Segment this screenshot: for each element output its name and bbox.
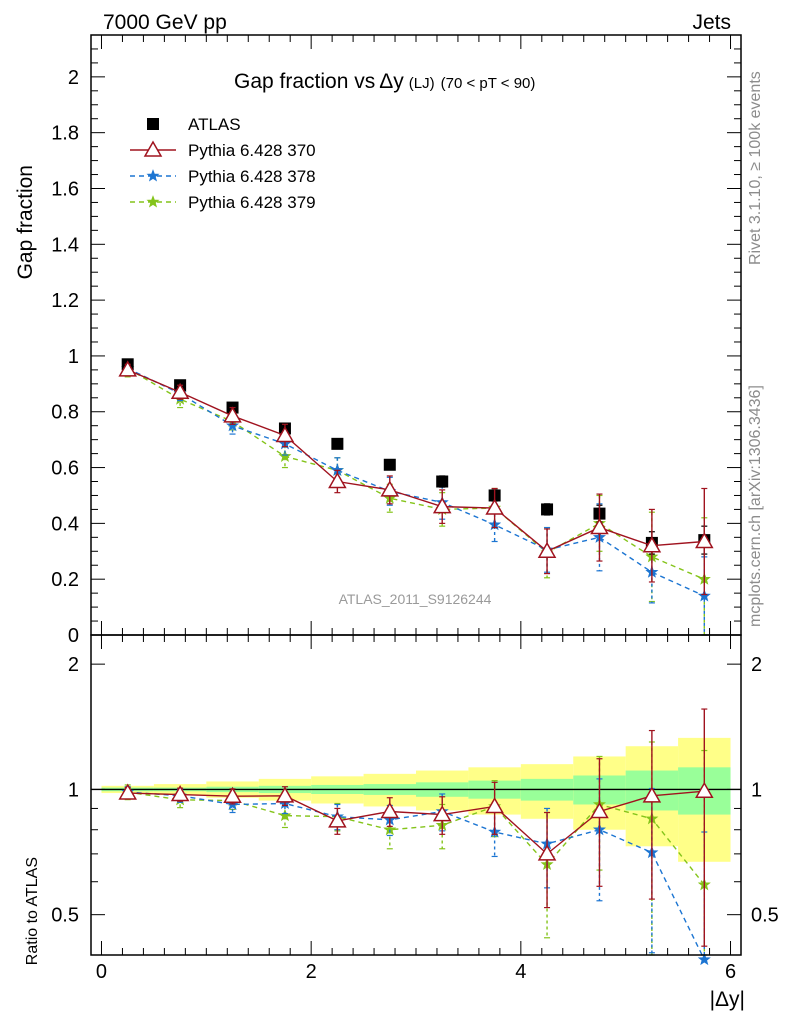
axes: 0 2 4 6 0 0.2 0.4 0.6 0.8 1 1.2 1.4 1.6 1.8 2 0.5 0.5 1 1 2…: [51, 34, 779, 983]
upper-point-atlas: [436, 475, 449, 488]
legend-marker-p370: [143, 140, 163, 157]
lower-point-p370: [170, 785, 190, 802]
lower-line-p378: [127, 791, 705, 960]
x-tick-label: 4: [515, 961, 526, 983]
legend-marker-p378: [146, 169, 160, 182]
legend-marker-atlas: [147, 118, 159, 130]
legend-label-p378: Pythia 6.428 378: [188, 167, 316, 186]
upper-y-tick-label: 1.6: [51, 178, 79, 200]
legend-marker-p379: [146, 195, 160, 208]
legend-label-p379: Pythia 6.428 379: [188, 193, 316, 212]
upper-point-p370: [537, 541, 557, 559]
upper-point-atlas: [541, 503, 554, 516]
upper-point-p370: [642, 536, 662, 553]
lower-point-p379: [278, 808, 292, 822]
upper-y-tick-label: 1.8: [51, 123, 79, 145]
jets-label: Jets: [692, 11, 731, 34]
lower-line-p370: [127, 790, 705, 855]
upper-point-p378: [226, 418, 240, 432]
upper-line-p370: [127, 369, 705, 553]
upper-point-p370: [695, 531, 714, 549]
legend-label-p370: Pythia 6.428 370: [188, 141, 316, 160]
upper-point-p370: [485, 498, 504, 515]
upper-point-p370: [328, 471, 347, 489]
upper-y-tick-label: 1: [68, 346, 79, 368]
lower-y-tick-label-left: 2: [68, 654, 79, 676]
mcplots-label: mcplots.cern.ch [arXiv:1306.3436]: [747, 385, 764, 627]
lower-y-tick-label-right: 1: [751, 779, 762, 801]
upper-y-axis-label: Gap fraction: [14, 165, 37, 279]
upper-y-tick-label: 2: [68, 67, 79, 89]
legend: ATLAS Pythia 6.428 370 Pythia 6.428 378 Pyt…: [130, 115, 316, 212]
x-tick-label: 0: [96, 961, 107, 983]
upper-line-p378: [127, 367, 705, 597]
lower-point-p370: [118, 783, 137, 800]
upper-y-tick-label: 1.4: [51, 234, 79, 256]
upper-y-tick-label: 0.6: [51, 458, 79, 480]
upper-y-tick-label: 0: [68, 625, 79, 647]
upper-point-p370: [118, 360, 137, 377]
plot-title: Gap fraction vs Δy (LJ) (70 < pT < 90): [234, 70, 535, 93]
lower-point-p370: [485, 796, 504, 814]
upper-point-p370: [275, 425, 295, 443]
upper-point-atlas: [331, 437, 344, 450]
collision-label: 7000 GeV pp: [103, 11, 227, 34]
upper-point-p370: [170, 382, 190, 399]
upper-y-tick-label: 0.4: [51, 513, 79, 535]
lower-y-tick-label-right: 2: [751, 654, 762, 676]
lower-y-tick-label-left: 1: [68, 779, 79, 801]
upper-point-atlas: [383, 458, 396, 471]
legend-label-atlas: ATLAS: [188, 115, 241, 134]
upper-point-p378: [697, 589, 711, 602]
lower-point-p370: [328, 811, 347, 828]
upper-line-p379: [127, 367, 705, 580]
lower-line-p379: [127, 791, 705, 886]
x-tick-label: 6: [725, 961, 736, 983]
lower-y-tick-label-right: 0.5: [751, 905, 779, 927]
upper-y-tick-label: 1.2: [51, 290, 79, 312]
lower-point-p370: [642, 786, 662, 803]
lower-panel-data: [91, 708, 741, 966]
lower-point-p370: [432, 805, 452, 822]
lower-point-p378: [697, 952, 711, 966]
lower-y-axis-label: Ratio to ATLAS: [24, 857, 41, 965]
lower-y-tick-label-left: 0.5: [51, 905, 79, 927]
upper-y-tick-label: 0.2: [51, 569, 79, 591]
lower-point-p370: [695, 781, 714, 798]
x-axis-label: |Δy|: [710, 988, 745, 1011]
upper-point-p370: [223, 406, 242, 423]
lower-point-p370: [223, 786, 242, 803]
lower-point-p370: [537, 844, 557, 861]
lower-point-p370: [590, 801, 609, 819]
lower-point-p370: [380, 801, 400, 819]
upper-point-p379: [278, 449, 292, 462]
upper-point-p370: [432, 497, 452, 514]
analysis-watermark: ATLAS_2011_S9126244: [339, 591, 492, 607]
x-tick-label: 2: [306, 961, 317, 983]
upper-y-tick-label: 0.8: [51, 402, 79, 424]
upper-panel-data: [118, 358, 714, 636]
lower-point-p370: [275, 786, 295, 803]
upper-point-p370: [590, 518, 609, 535]
rivet-label: Rivet 3.1.10, ≥ 100k events: [747, 71, 764, 265]
upper-point-p370: [380, 480, 400, 497]
